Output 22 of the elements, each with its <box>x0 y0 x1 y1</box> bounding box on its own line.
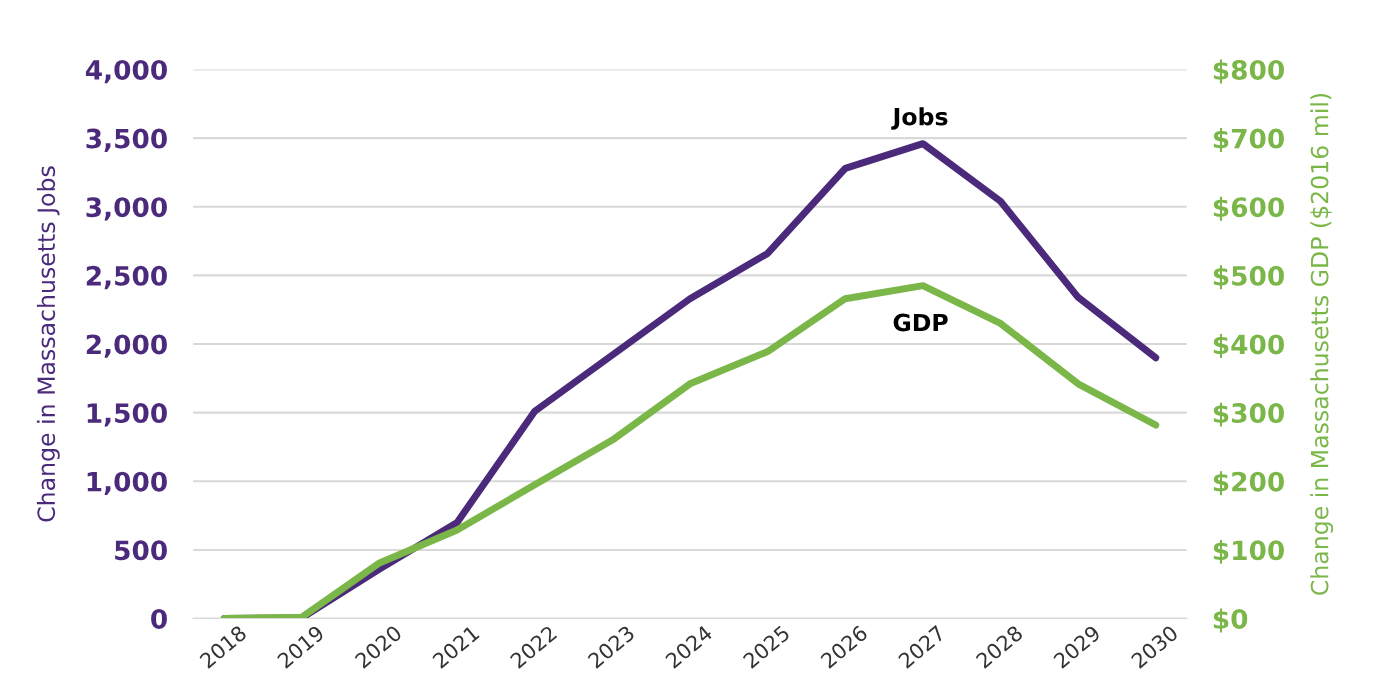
y2-tick-label: $100 <box>1213 539 1284 564</box>
y-tick-label: 2,500 <box>86 265 167 290</box>
y2-tick-label: $200 <box>1213 471 1284 496</box>
y-tick-label: 3,000 <box>86 197 167 221</box>
y-tick-label: 4,000 <box>85 59 167 84</box>
y-tick-label: 1,000 <box>87 471 167 496</box>
y2-tick-label: $400 <box>1213 334 1284 358</box>
y-tick-label: 2,000 <box>86 334 167 358</box>
y2-axis-title: Change in Massachusetts GDP ($2016 mil) <box>1310 93 1334 595</box>
y2-tick-label: $0 <box>1213 608 1248 633</box>
y2-tick-label: $700 <box>1213 128 1284 153</box>
y-axis-title: Change in Massachusetts Jobs <box>36 166 60 522</box>
y2-tick-label: $800 <box>1213 59 1284 84</box>
y-tick-label: 500 <box>115 540 167 561</box>
y-tick-label: 0 <box>151 608 167 629</box>
y2-tick-label: $500 <box>1213 265 1284 290</box>
series-label: GDP <box>893 313 948 332</box>
y-tick-label: 1,500 <box>87 403 167 427</box>
y2-tick-label: $300 <box>1213 402 1284 427</box>
y2-tick-label: $600 <box>1213 196 1284 221</box>
series-label: Jobs <box>891 107 948 130</box>
y-tick-label: 3,500 <box>86 128 167 152</box>
